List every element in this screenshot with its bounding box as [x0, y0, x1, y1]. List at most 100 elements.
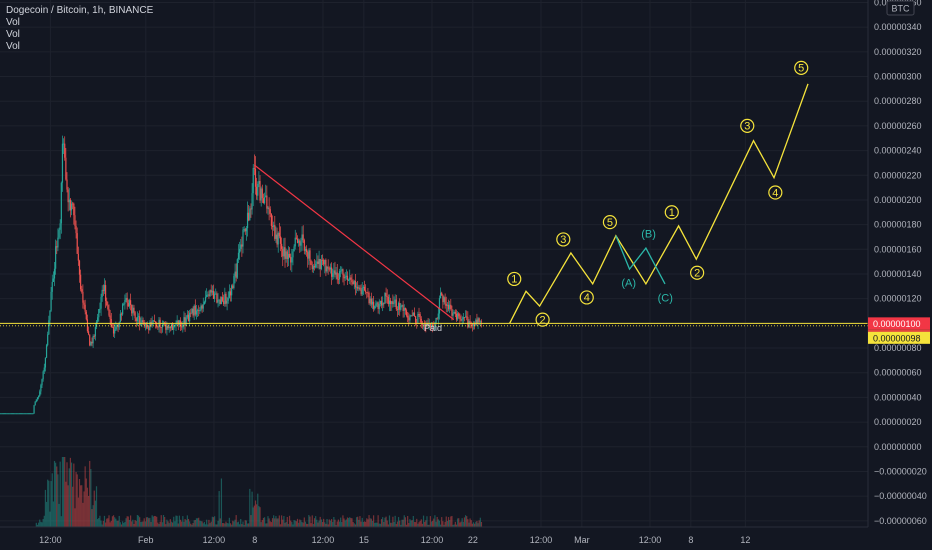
candle-body [178, 320, 181, 326]
candle-body [2, 413, 5, 415]
candle-body [94, 327, 96, 337]
volume-bar [115, 518, 117, 527]
volume-bar [151, 515, 153, 527]
volume-bar [378, 523, 380, 527]
symbol-title[interactable]: Dogecoin / Bitcoin, 1h, BINANCE [6, 5, 154, 16]
candle-body [141, 320, 143, 324]
wave-projection[interactable]: 1 2 3 4 5 1 2 3 4 5 (A) (B) (C) [507, 60, 809, 327]
price-tag-level-label: 0.00000100 [873, 319, 921, 329]
candle-body [102, 289, 104, 292]
volume-bar [243, 524, 245, 527]
candle-body [393, 303, 395, 305]
volume-bar [384, 517, 386, 527]
volume-bar [420, 519, 422, 527]
candle-body [35, 399, 37, 402]
candle-body [64, 143, 66, 158]
volume-bar [178, 515, 181, 527]
candle-body [338, 271, 341, 280]
volume-bar [196, 518, 199, 527]
volume-bar [201, 521, 203, 527]
volume-bar [350, 517, 352, 527]
volume-bar [41, 522, 43, 527]
volume-bar [335, 524, 337, 527]
candle-body [283, 247, 285, 257]
volume-bar [68, 468, 70, 527]
wave-label: 2 [694, 268, 700, 280]
volume-bar [136, 515, 138, 527]
candle-body [7, 413, 9, 415]
currency-badge[interactable] [886, 0, 915, 16]
volume-bar [246, 523, 249, 527]
volume-bar [191, 524, 193, 527]
volume-bar [319, 516, 321, 527]
candle-body [67, 189, 69, 203]
candle-body [370, 298, 372, 305]
candle-body [240, 244, 242, 249]
candle-body [233, 275, 235, 288]
candle-body [203, 301, 205, 305]
volume-bar [279, 524, 282, 527]
candle-body [405, 310, 408, 316]
candle-body [376, 302, 378, 304]
price-tag-level [868, 317, 930, 330]
candle-body [92, 336, 94, 344]
candle-body [11, 413, 14, 415]
candle-body [40, 385, 42, 392]
y-tick-label: 0.00000060 [874, 368, 922, 378]
volume-bar [462, 521, 464, 527]
candle-body [93, 336, 95, 337]
volume-bar [207, 524, 209, 527]
candle-body [89, 334, 91, 346]
candle-body [343, 274, 345, 279]
candle-body [378, 304, 380, 309]
volume-bar [110, 520, 112, 527]
y-axis[interactable]: 0.000003600.000003400.000003200.00000300… [867, 0, 932, 550]
volume-legend-row[interactable]: Vol [6, 29, 20, 40]
candle-body [83, 302, 85, 305]
volume-legend-row[interactable]: Vol [6, 41, 20, 52]
volume-bar [362, 521, 364, 527]
candle-body [422, 324, 425, 326]
volume-bar [135, 521, 137, 527]
candle-body [397, 303, 400, 310]
candle-body [87, 331, 90, 335]
candle-body [52, 278, 54, 282]
candle-body [253, 167, 255, 169]
volume-bar [467, 519, 469, 527]
impulse-wave-path[interactable] [509, 83, 809, 324]
x-tick-label: 22 [468, 535, 478, 545]
volume-bar [369, 518, 371, 527]
candle-body [224, 293, 226, 305]
volume-bar [412, 516, 414, 527]
volume-bar [421, 523, 424, 527]
candle-body [386, 296, 388, 298]
trendline-segment[interactable] [254, 164, 455, 321]
volume-bar [281, 515, 283, 527]
candle-body [139, 316, 141, 325]
volume-bar [313, 518, 316, 527]
candle-body [392, 301, 394, 304]
correction-wave-path[interactable] [615, 235, 666, 285]
candle-body [10, 413, 12, 415]
volume-bar [268, 518, 270, 527]
volume-bar [60, 516, 62, 527]
volume-bar [131, 521, 133, 527]
candle-body [430, 324, 433, 328]
trendline[interactable] [254, 164, 455, 321]
wave-label: 2 [540, 314, 546, 326]
x-axis[interactable]: 12:00 Feb 12:00 8 12:00 15 12:00 22 12:00 Mar 12:0… [0, 526, 868, 550]
volume-bar [62, 457, 65, 527]
candle-body [65, 157, 67, 180]
candle-body [221, 297, 224, 301]
volume-bar [287, 523, 290, 527]
volume-bar [301, 522, 303, 527]
volume-legend-row[interactable]: Vol [6, 17, 20, 28]
volume-bar [83, 491, 85, 527]
volume-bar [283, 516, 285, 527]
candle-body [56, 246, 58, 248]
volume-bar [87, 495, 90, 527]
candle-body [295, 237, 297, 239]
volume-bar [379, 523, 382, 527]
candle-body [6, 413, 8, 415]
